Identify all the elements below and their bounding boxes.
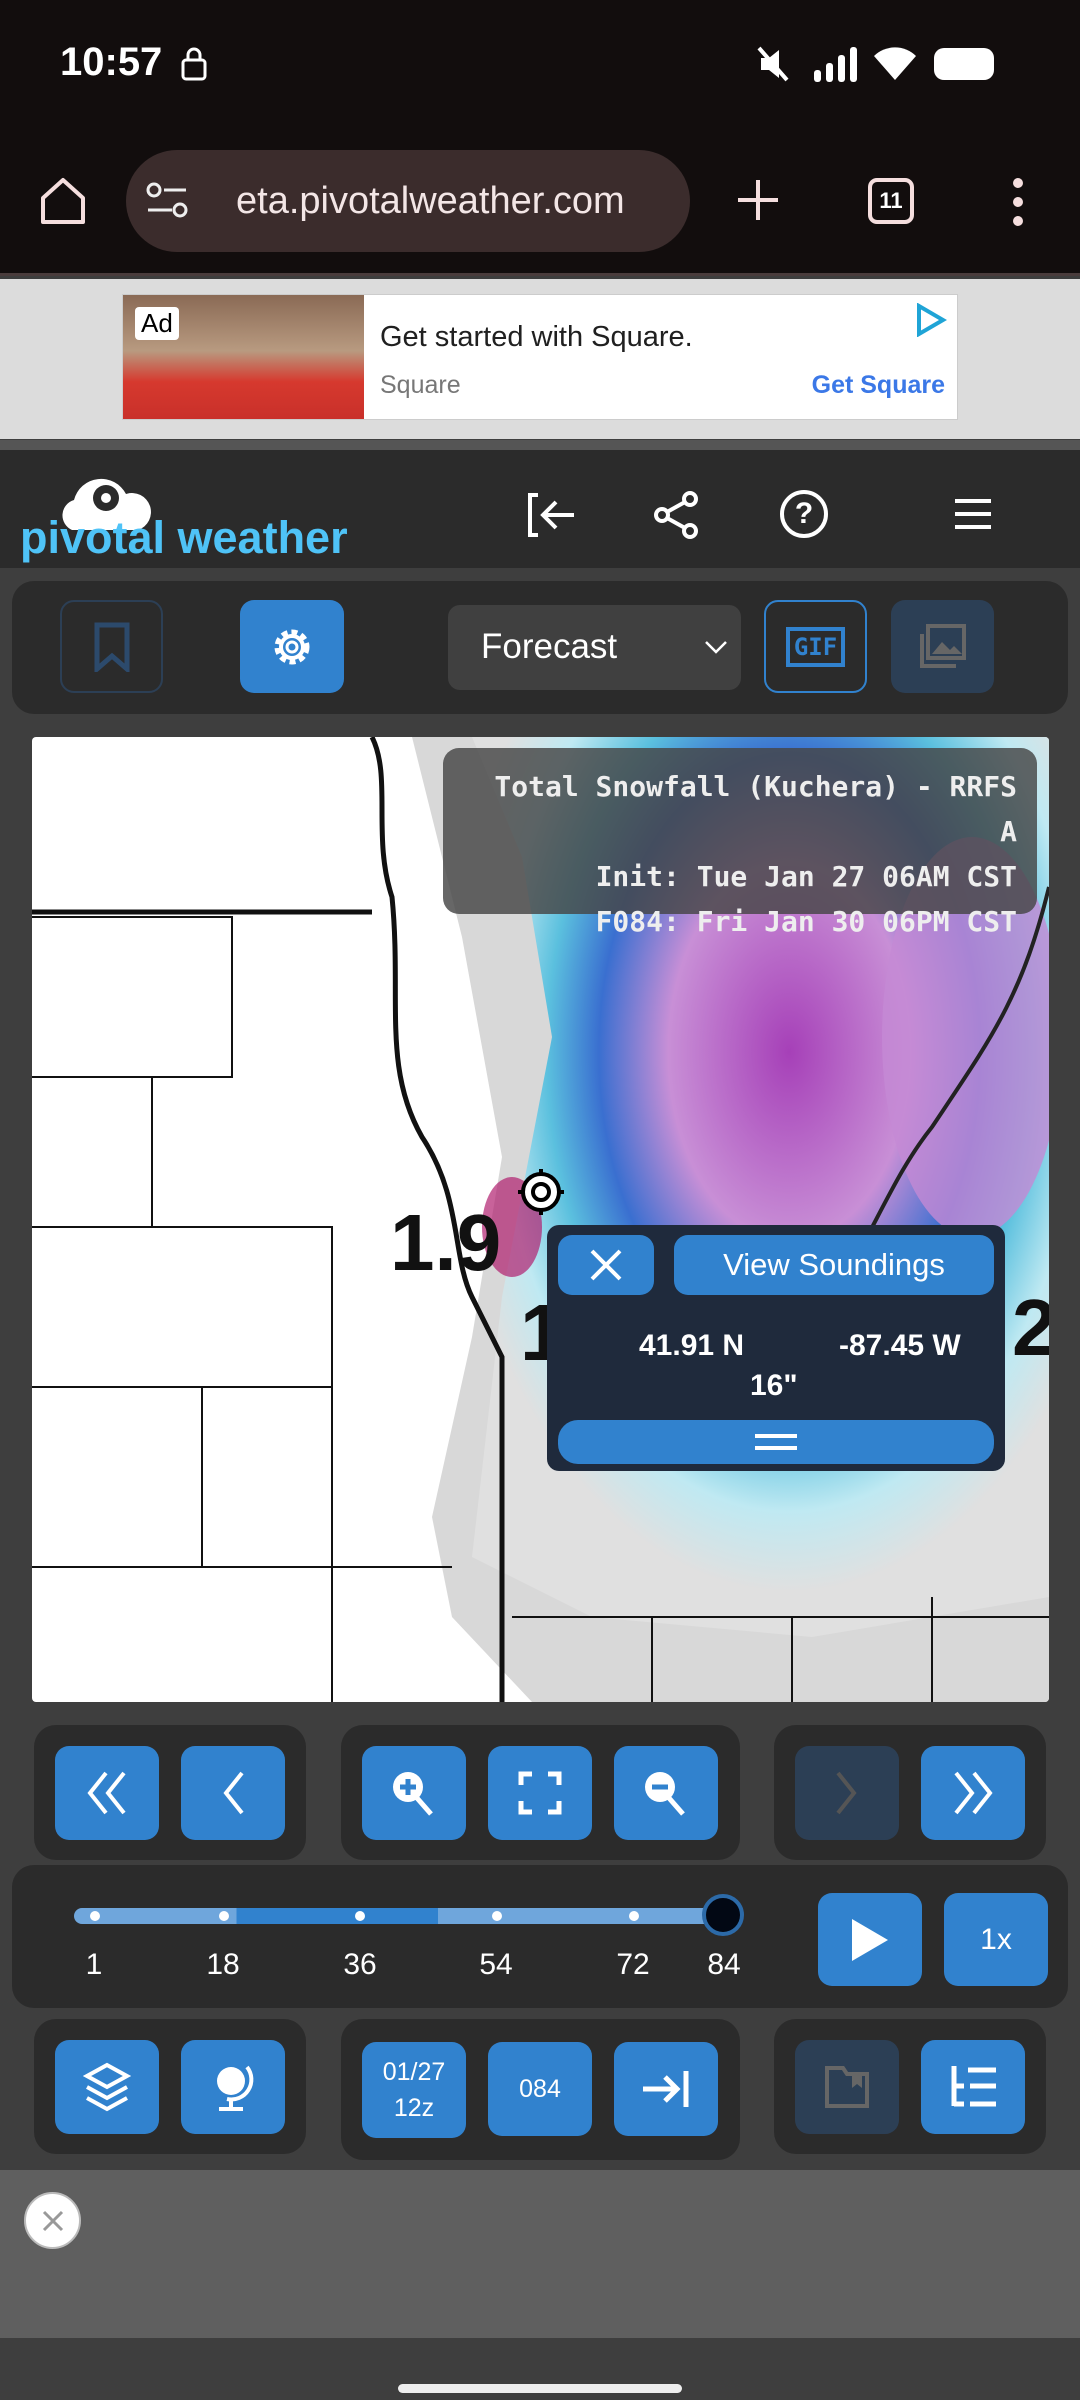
first-frame-button[interactable] xyxy=(55,1746,159,1840)
play-icon xyxy=(852,1918,888,1961)
logo-text[interactable]: pivotal weather xyxy=(20,512,348,563)
help-icon[interactable]: ? xyxy=(780,490,828,538)
bottom-ad-area xyxy=(0,2170,1080,2338)
popup-drag-handle[interactable] xyxy=(558,1420,994,1464)
map-title: Total Snowfall (Kuchera) - RRFS A xyxy=(494,770,1017,848)
speed-button[interactable]: 1x xyxy=(944,1893,1048,1986)
new-tab-icon[interactable] xyxy=(736,178,780,222)
globe-icon xyxy=(217,2065,254,2111)
folder-bookmark-icon xyxy=(825,2066,869,2108)
mode-select-value: Forecast xyxy=(481,627,618,666)
ad-badge: Ad xyxy=(135,307,179,340)
view-soundings-button[interactable]: View Soundings xyxy=(674,1235,994,1295)
gif-button[interactable]: GIF xyxy=(764,600,867,693)
timeline-slider[interactable] xyxy=(74,1908,724,1924)
timeline-tick: 36 xyxy=(343,1948,377,1981)
close-ad-button[interactable] xyxy=(24,2192,81,2249)
model-run-button[interactable]: 01/27 12z xyxy=(362,2042,466,2138)
map-init-time: Init: Tue Jan 27 06AM CST xyxy=(595,860,1017,893)
popup-snowfall-value: 16" xyxy=(750,1369,798,1402)
saved-maps-button[interactable] xyxy=(795,2040,899,2134)
timeline-tick: 54 xyxy=(479,1948,513,1981)
timeline-tick: 72 xyxy=(616,1948,650,1981)
images-icon xyxy=(919,623,966,668)
previous-frame-button[interactable] xyxy=(181,1746,285,1840)
product-list-button[interactable] xyxy=(921,2040,1025,2134)
map-value-label: 2 xyxy=(1012,1283,1049,1372)
run-hour: 12z xyxy=(393,2094,435,2122)
status-bar: 10:57 xyxy=(0,0,1080,140)
close-icon xyxy=(590,1249,622,1281)
mute-icon xyxy=(757,46,789,82)
site-header: pivotal weather ? xyxy=(0,440,1080,568)
wifi-icon xyxy=(874,47,916,80)
tab-count: 11 xyxy=(879,188,903,213)
layers-icon xyxy=(83,2062,131,2112)
login-icon[interactable] xyxy=(526,492,578,538)
run-date: 01/27 xyxy=(382,2058,446,2086)
home-icon[interactable] xyxy=(38,176,88,226)
close-icon xyxy=(42,2210,63,2231)
jump-to-latest-button[interactable] xyxy=(614,2042,718,2136)
timeline-ticks: 1 18 36 54 72 84 xyxy=(0,1948,760,1988)
popup-latitude: 41.91 N xyxy=(639,1329,745,1362)
menu-icon[interactable] xyxy=(955,498,991,530)
adchoices-icon[interactable] xyxy=(915,303,947,337)
crosshair-icon xyxy=(518,1169,564,1215)
ad-cta[interactable]: Get Square xyxy=(811,371,945,399)
zoom-in-icon xyxy=(393,1772,433,1816)
clock: 10:57 xyxy=(60,40,163,84)
drag-handle-icon xyxy=(755,1434,797,1450)
ad-advertiser: Square xyxy=(380,371,461,399)
layers-button[interactable] xyxy=(55,2040,159,2134)
battery-icon xyxy=(934,48,994,80)
last-frame-button[interactable] xyxy=(921,1746,1025,1840)
home-indicator[interactable] xyxy=(398,2384,682,2393)
logo-cloud-gear-icon xyxy=(62,478,151,530)
timeline-tick: 18 xyxy=(206,1948,240,1981)
gif-icon: GIF xyxy=(785,626,846,667)
arrow-to-end-icon xyxy=(643,2071,689,2107)
double-chevron-right-icon xyxy=(954,1771,993,1815)
popup-longitude: -87.45 W xyxy=(839,1329,961,1362)
zoom-out-icon xyxy=(645,1772,685,1816)
map-info-overlay: Total Snowfall (Kuchera) - RRFS A Init: … xyxy=(443,748,1037,938)
region-button[interactable] xyxy=(181,2040,285,2134)
zoom-in-button[interactable] xyxy=(362,1746,466,1840)
bookmark-icon xyxy=(94,622,129,672)
zoom-out-button[interactable] xyxy=(614,1746,718,1840)
settings-button[interactable] xyxy=(240,600,344,693)
ad-headline: Get started with Square. xyxy=(380,321,693,353)
tab-switcher-button[interactable]: 11 xyxy=(868,178,914,224)
fit-map-button[interactable] xyxy=(488,1746,592,1840)
close-popup-button[interactable] xyxy=(558,1235,654,1295)
double-chevron-left-icon xyxy=(87,1771,126,1815)
map-value-label: 1.9 xyxy=(390,1198,502,1287)
chevron-left-icon xyxy=(223,1771,244,1815)
signal-icon xyxy=(814,47,857,82)
lock-icon xyxy=(181,47,207,81)
mode-select[interactable]: Forecast xyxy=(448,605,741,690)
expand-icon xyxy=(518,1771,562,1815)
next-frame-button[interactable] xyxy=(795,1746,899,1840)
map-valid-time: F084: Fri Jan 30 06PM CST xyxy=(595,905,1017,938)
chevron-right-icon xyxy=(836,1771,857,1815)
play-button[interactable] xyxy=(818,1893,922,1986)
tree-list-icon xyxy=(951,2066,996,2107)
timeline-tick: 84 xyxy=(707,1948,741,1981)
timeline-tick: 1 xyxy=(85,1948,103,1981)
bookmark-button[interactable] xyxy=(60,600,163,693)
timeline-slider-handle[interactable] xyxy=(702,1894,744,1936)
site-settings-icon[interactable] xyxy=(146,182,190,220)
point-popup: View Soundings 41.91 N -87.45 W 16" xyxy=(547,1225,1005,1471)
more-options-icon[interactable] xyxy=(1008,176,1028,228)
share-icon[interactable] xyxy=(652,490,702,540)
gallery-button[interactable] xyxy=(891,600,994,693)
ad-square[interactable]: Ad Get started with Square. Square Get S… xyxy=(122,294,958,420)
url-bar[interactable]: eta.pivotalweather.com xyxy=(126,150,690,252)
url-text: eta.pivotalweather.com xyxy=(236,179,625,222)
chevron-down-icon xyxy=(705,641,727,654)
forecast-hour-button[interactable]: 084 xyxy=(488,2042,592,2136)
gear-icon xyxy=(274,629,310,664)
